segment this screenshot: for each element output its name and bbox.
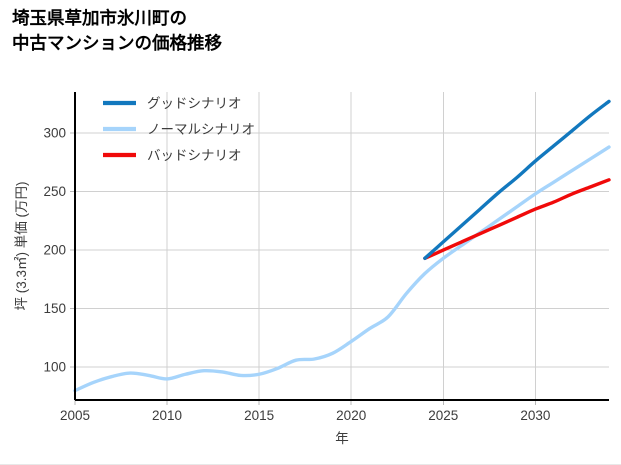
series-lines xyxy=(73,99,611,393)
page-title: 埼玉県草加市氷川町の 中古マンションの価格推移 xyxy=(12,8,222,54)
x-tick-label: 2025 xyxy=(428,408,458,423)
y-axis-title: 坪 (3.3㎡) 単価 (万円) xyxy=(14,181,29,310)
x-axis-tick-labels: 2005 2010 2015 2020 2025 2030 xyxy=(60,408,550,423)
series-line xyxy=(423,99,611,260)
y-tick-label: 150 xyxy=(43,301,66,316)
y-tick-label: 200 xyxy=(43,243,66,258)
y-tick-label: 250 xyxy=(43,184,66,199)
axis-tickmarks xyxy=(70,132,536,405)
x-tick-label: 2005 xyxy=(60,408,90,423)
y-tick-label: 300 xyxy=(43,125,66,140)
y-tick-label: 100 xyxy=(43,360,66,375)
x-axis-title: 年 xyxy=(335,431,349,446)
series-line xyxy=(423,178,611,260)
x-tick-label: 2015 xyxy=(244,408,274,423)
axis-lines xyxy=(74,92,609,401)
legend-label: バッドシナリオ xyxy=(147,148,242,163)
legend-label: ノーマルシナリオ xyxy=(147,122,255,137)
y-axis-tick-labels: 100 150 200 250 300 xyxy=(43,125,66,374)
gridlines xyxy=(74,92,609,400)
x-tick-label: 2010 xyxy=(152,408,182,423)
x-tick-label: 2020 xyxy=(336,408,366,423)
series-line xyxy=(73,145,611,393)
legend-label: グッドシナリオ xyxy=(147,96,242,111)
x-tick-label: 2030 xyxy=(520,408,550,423)
